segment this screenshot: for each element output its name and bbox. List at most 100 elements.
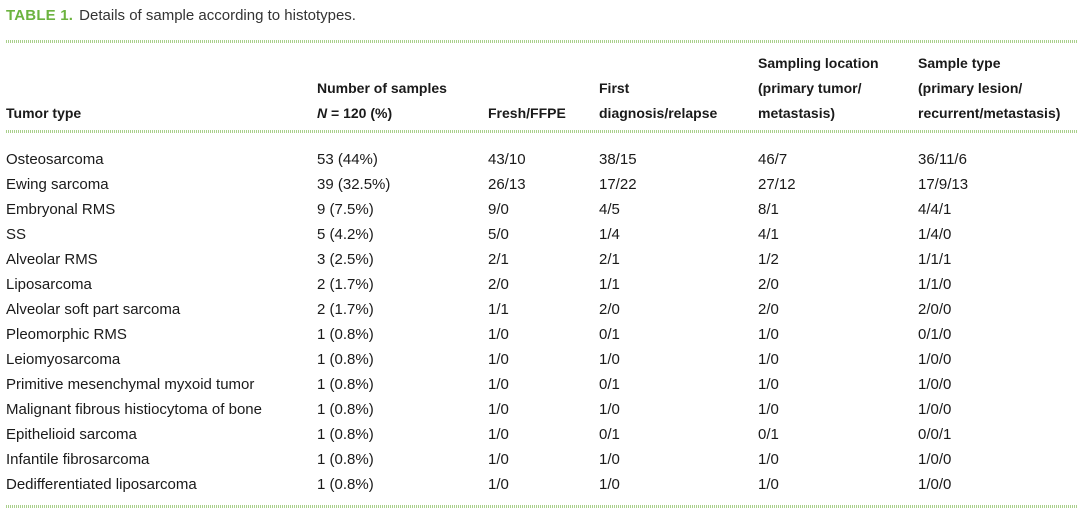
cell-tumor-type: Dedifferentiated liposarcoma	[6, 476, 197, 493]
cell-tumor-type: Embryonal RMS	[6, 201, 116, 218]
header-number-of-samples: Number of samples N = 120 (%)	[317, 51, 447, 126]
cell-fresh-ffpe: 1/0	[488, 326, 509, 343]
table-row: Ewing sarcoma 39 (32.5%) 26/13 17/22 27/12 17…	[0, 172, 1080, 197]
table-row: Infantile fibrosarcoma 1 (0.8%) 1/0 1/0 1/0 1…	[0, 447, 1080, 472]
cell-sampling-location: 2/0	[758, 301, 779, 318]
cell-sample-type: 1/0/0	[918, 451, 952, 468]
cell-sample-type: 17/9/13	[918, 176, 969, 193]
cell-first-diagnosis-relapse: 1/0	[599, 476, 620, 493]
cell-first-diagnosis-relapse: 1/0	[599, 401, 620, 418]
cell-sample-type: 0/0/1	[918, 426, 952, 443]
cell-sampling-location: 2/0	[758, 276, 779, 293]
cell-fresh-ffpe: 2/0	[488, 276, 509, 293]
cell-sampling-location: 4/1	[758, 226, 779, 243]
table-row: Pleomorphic RMS 1 (0.8%) 1/0 0/1 1/0 0/1/0	[0, 322, 1080, 347]
cell-tumor-type: Osteosarcoma	[6, 151, 104, 168]
cell-tumor-type: Pleomorphic RMS	[6, 326, 127, 343]
cell-sampling-location: 1/0	[758, 451, 779, 468]
header-number-of-samples-n: N = 120 (%)	[317, 105, 393, 121]
cell-first-diagnosis-relapse: 1/0	[599, 351, 620, 368]
cell-tumor-type: Leiomyosarcoma	[6, 351, 121, 368]
cell-fresh-ffpe: 1/0	[488, 451, 509, 468]
cell-first-diagnosis-relapse: 0/1	[599, 326, 620, 343]
cell-tumor-type: Malignant fibrous histiocytoma of bone	[6, 401, 262, 418]
header-number-of-samples-label: Number of samples	[317, 80, 447, 96]
cell-number-of-samples: 53 (44%)	[317, 151, 378, 168]
cell-sampling-location: 1/0	[758, 326, 779, 343]
cell-sample-type: 1/1/1	[918, 251, 952, 268]
cell-sample-type: 1/0/0	[918, 401, 952, 418]
cell-first-diagnosis-relapse: 2/1	[599, 251, 620, 268]
cell-first-diagnosis-relapse: 1/1	[599, 276, 620, 293]
header-tumor-type-label: Tumor type	[6, 105, 82, 121]
cell-number-of-samples: 2 (1.7%)	[317, 301, 374, 318]
cell-sample-type: 1/0/0	[918, 376, 952, 393]
cell-sample-type: 1/0/0	[918, 351, 952, 368]
cell-sample-type: 1/0/0	[918, 476, 952, 493]
cell-fresh-ffpe: 26/13	[488, 176, 526, 193]
cell-sampling-location: 0/1	[758, 426, 779, 443]
cell-tumor-type: Alveolar RMS	[6, 251, 98, 268]
table-bottom-rule	[6, 505, 1078, 508]
table-row: Liposarcoma 2 (1.7%) 2/0 1/1 2/0 1/1/0	[0, 272, 1080, 297]
table-body: Osteosarcoma 53 (44%) 43/10 38/15 46/7 36/11/…	[0, 147, 1080, 497]
cell-first-diagnosis-relapse: 1/0	[599, 451, 620, 468]
table-caption-text: Details of sample according to histotype…	[79, 7, 356, 24]
cell-first-diagnosis-relapse: 38/15	[599, 151, 637, 168]
table-row: SS 5 (4.2%) 5/0 1/4 4/1 1/4/0	[0, 222, 1080, 247]
cell-first-diagnosis-relapse: 17/22	[599, 176, 637, 193]
cell-sampling-location: 8/1	[758, 201, 779, 218]
cell-sample-type: 1/1/0	[918, 276, 952, 293]
cell-tumor-type: Primitive mesenchymal myxoid tumor	[6, 376, 255, 393]
cell-number-of-samples: 1 (0.8%)	[317, 351, 374, 368]
cell-sampling-location: 1/0	[758, 376, 779, 393]
cell-fresh-ffpe: 2/1	[488, 251, 509, 268]
cell-tumor-type: SS	[6, 226, 27, 243]
cell-sampling-location: 1/2	[758, 251, 779, 268]
cell-number-of-samples: 2 (1.7%)	[317, 276, 374, 293]
cell-sample-type: 0/1/0	[918, 326, 952, 343]
table-row: Primitive mesenchymal myxoid tumor 1 (0.8…	[0, 372, 1080, 397]
header-fresh-ffpe-label: Fresh/FFPE	[488, 105, 566, 121]
cell-first-diagnosis-relapse: 1/4	[599, 226, 620, 243]
cell-number-of-samples: 1 (0.8%)	[317, 476, 374, 493]
table-row: Osteosarcoma 53 (44%) 43/10 38/15 46/7 36/11/…	[0, 147, 1080, 172]
cell-number-of-samples: 1 (0.8%)	[317, 401, 374, 418]
cell-fresh-ffpe: 5/0	[488, 226, 509, 243]
table-row: Embryonal RMS 9 (7.5%) 9/0 4/5 8/1 4/4/1	[0, 197, 1080, 222]
cell-tumor-type: Epithelioid sarcoma	[6, 426, 137, 443]
cell-fresh-ffpe: 1/1	[488, 301, 509, 318]
header-first-diagnosis-relapse: First diagnosis/relapse	[599, 80, 718, 121]
table-header-rule	[6, 130, 1078, 133]
cell-number-of-samples: 39 (32.5%)	[317, 176, 391, 193]
cell-fresh-ffpe: 1/0	[488, 476, 509, 493]
header-fresh-ffpe: Fresh/FFPE	[488, 51, 566, 126]
cell-tumor-type: Infantile fibrosarcoma	[6, 451, 150, 468]
cell-number-of-samples: 1 (0.8%)	[317, 451, 374, 468]
cell-sampling-location: 1/0	[758, 401, 779, 418]
cell-number-of-samples: 3 (2.5%)	[317, 251, 374, 268]
cell-sample-type: 1/4/0	[918, 226, 952, 243]
cell-fresh-ffpe: 1/0	[488, 376, 509, 393]
cell-sample-type: 2/0/0	[918, 301, 952, 318]
table-row: Alveolar RMS 3 (2.5%) 2/1 2/1 1/2 1/1/1	[0, 247, 1080, 272]
cell-fresh-ffpe: 1/0	[488, 351, 509, 368]
table-row: Epithelioid sarcoma 1 (0.8%) 1/0 0/1 0/1 0/0/…	[0, 422, 1080, 447]
cell-number-of-samples: 1 (0.8%)	[317, 426, 374, 443]
table-caption-label: TABLE 1.	[6, 7, 74, 24]
header-sampling-location: Sampling location (primary tumor/ metast…	[758, 55, 879, 121]
header-tumor-type: Tumor type	[6, 51, 81, 126]
table-row: Leiomyosarcoma 1 (0.8%) 1/0 1/0 1/0 1/0/0	[0, 347, 1080, 372]
table-row: Dedifferentiated liposarcoma 1 (0.8%) 1/0 1…	[0, 472, 1080, 497]
cell-sampling-location: 27/12	[758, 176, 796, 193]
cell-first-diagnosis-relapse: 0/1	[599, 376, 620, 393]
header-sample-type: Sample type (primary lesion/ recurrent/m…	[918, 55, 1061, 121]
table-top-rule	[6, 40, 1078, 43]
cell-fresh-ffpe: 1/0	[488, 401, 509, 418]
table-row: Alveolar soft part sarcoma 2 (1.7%) 1/1 2/0…	[0, 297, 1080, 322]
cell-fresh-ffpe: 43/10	[488, 151, 526, 168]
cell-fresh-ffpe: 9/0	[488, 201, 509, 218]
cell-tumor-type: Ewing sarcoma	[6, 176, 109, 193]
cell-sample-type: 4/4/1	[918, 201, 952, 218]
cell-first-diagnosis-relapse: 4/5	[599, 201, 620, 218]
